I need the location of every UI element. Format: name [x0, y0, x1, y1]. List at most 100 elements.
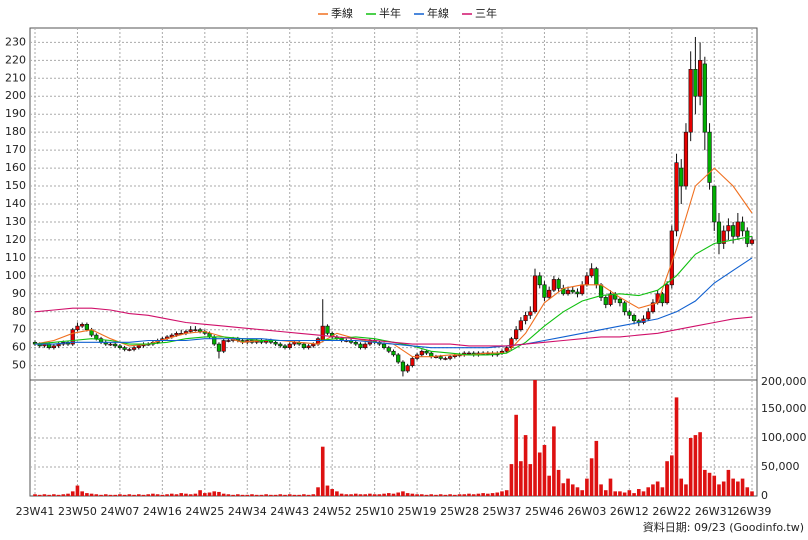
volume-bar: [542, 444, 547, 496]
y-tick-label: 200: [5, 89, 26, 102]
volume-bar: [726, 469, 731, 496]
candle-body: [749, 239, 755, 244]
candle-body: [221, 340, 226, 352]
volume-bar: [320, 446, 325, 496]
x-tick-label: 25W28: [440, 505, 479, 518]
volume-bar: [721, 481, 726, 496]
volume-bar: [646, 487, 651, 496]
candle-body: [660, 293, 665, 304]
volume-bar: [566, 478, 570, 496]
volume-bar: [585, 478, 589, 496]
y-tick-label: 230: [5, 35, 26, 48]
candle-body: [438, 356, 443, 359]
volume-bar: [556, 469, 561, 496]
volume-bar: [613, 491, 618, 496]
x-tick-label: 25W19: [398, 505, 437, 518]
candle-body: [589, 268, 594, 277]
volume-bar: [424, 494, 429, 496]
volume-bar: [236, 494, 240, 496]
volume-bar: [627, 490, 632, 496]
volume-bar: [297, 494, 301, 496]
y-tick-label: 160: [5, 161, 26, 174]
x-tick-label: 25W10: [355, 505, 394, 518]
volume-bar: [217, 491, 221, 496]
candle-body: [212, 336, 217, 345]
volume-bar: [533, 380, 537, 496]
volume-bar: [207, 492, 212, 496]
candle-body: [381, 343, 387, 348]
volume-bar: [750, 491, 754, 496]
candle-body: [410, 358, 415, 366]
volume-bar: [745, 487, 750, 496]
volume-bar: [226, 494, 231, 496]
x-tick-label: 26W03: [567, 505, 606, 518]
volume-bar: [184, 493, 188, 496]
candle-body: [301, 343, 306, 348]
candle-body: [627, 311, 632, 316]
candle-body: [712, 185, 717, 223]
candle-body: [113, 343, 118, 347]
volume-bar: [420, 494, 424, 496]
volume-bar: [382, 493, 386, 496]
volume-bar: [636, 489, 641, 496]
candle-body: [353, 341, 358, 345]
candle-body: [528, 311, 533, 316]
x-tick-label: 24W07: [100, 505, 139, 518]
candle-body: [363, 343, 368, 348]
volume-bar: [476, 493, 481, 496]
candle-body: [580, 284, 585, 295]
candle-body: [617, 298, 623, 304]
candle-body: [320, 325, 325, 341]
candle-body: [75, 325, 80, 331]
volume-bar: [174, 494, 179, 496]
volume-bar: [56, 494, 61, 496]
candle-body: [127, 349, 132, 351]
candle-body: [122, 347, 127, 350]
volume-bar: [188, 494, 193, 496]
y-tick-label: 170: [5, 143, 26, 156]
volume-bar: [684, 484, 688, 496]
x-tick-label: 23W50: [58, 505, 97, 518]
y-tick-label: 90: [12, 287, 26, 300]
volume-bar: [467, 493, 471, 496]
volume-bar: [372, 494, 377, 496]
candle-body: [226, 340, 231, 342]
volume-bar: [306, 494, 311, 496]
volume-bar: [146, 494, 151, 496]
volume-bar: [89, 493, 94, 496]
candle-body: [594, 268, 599, 286]
candle-body: [400, 361, 406, 372]
x-tick-label: 26W12: [610, 505, 649, 518]
volume-bar: [349, 494, 353, 496]
x-tick-label: 24W34: [228, 505, 267, 518]
volume-bar: [679, 478, 684, 496]
candle-body: [80, 324, 85, 327]
volume-bar: [670, 455, 674, 496]
volume-bar: [457, 494, 462, 496]
volume-bar: [250, 494, 254, 496]
volume-bar: [287, 494, 292, 496]
volume-bar: [575, 487, 580, 496]
candle-body: [537, 275, 542, 286]
candle-body: [287, 343, 292, 348]
candle-body: [565, 289, 571, 295]
volume-bar: [448, 494, 452, 496]
y-tick-label: 60: [12, 341, 26, 354]
candle-body: [731, 225, 736, 237]
volume-bar: [490, 493, 495, 496]
volume-bar: [618, 491, 622, 496]
volume-bar: [155, 494, 160, 496]
candle-body: [292, 341, 297, 345]
volume-tick-label: 0: [761, 489, 768, 502]
x-tick-label: 23W41: [16, 505, 55, 518]
candle-body: [131, 347, 137, 350]
volume-bar: [405, 493, 410, 496]
volume-bar: [108, 494, 113, 496]
volume-tick-label: 200,000: [761, 375, 807, 388]
volume-bar: [264, 494, 268, 496]
volume-bar: [651, 484, 655, 496]
volume-bar: [674, 397, 679, 496]
candle-body: [188, 329, 193, 332]
volume-bar: [471, 494, 476, 496]
volume-bar: [70, 491, 75, 496]
